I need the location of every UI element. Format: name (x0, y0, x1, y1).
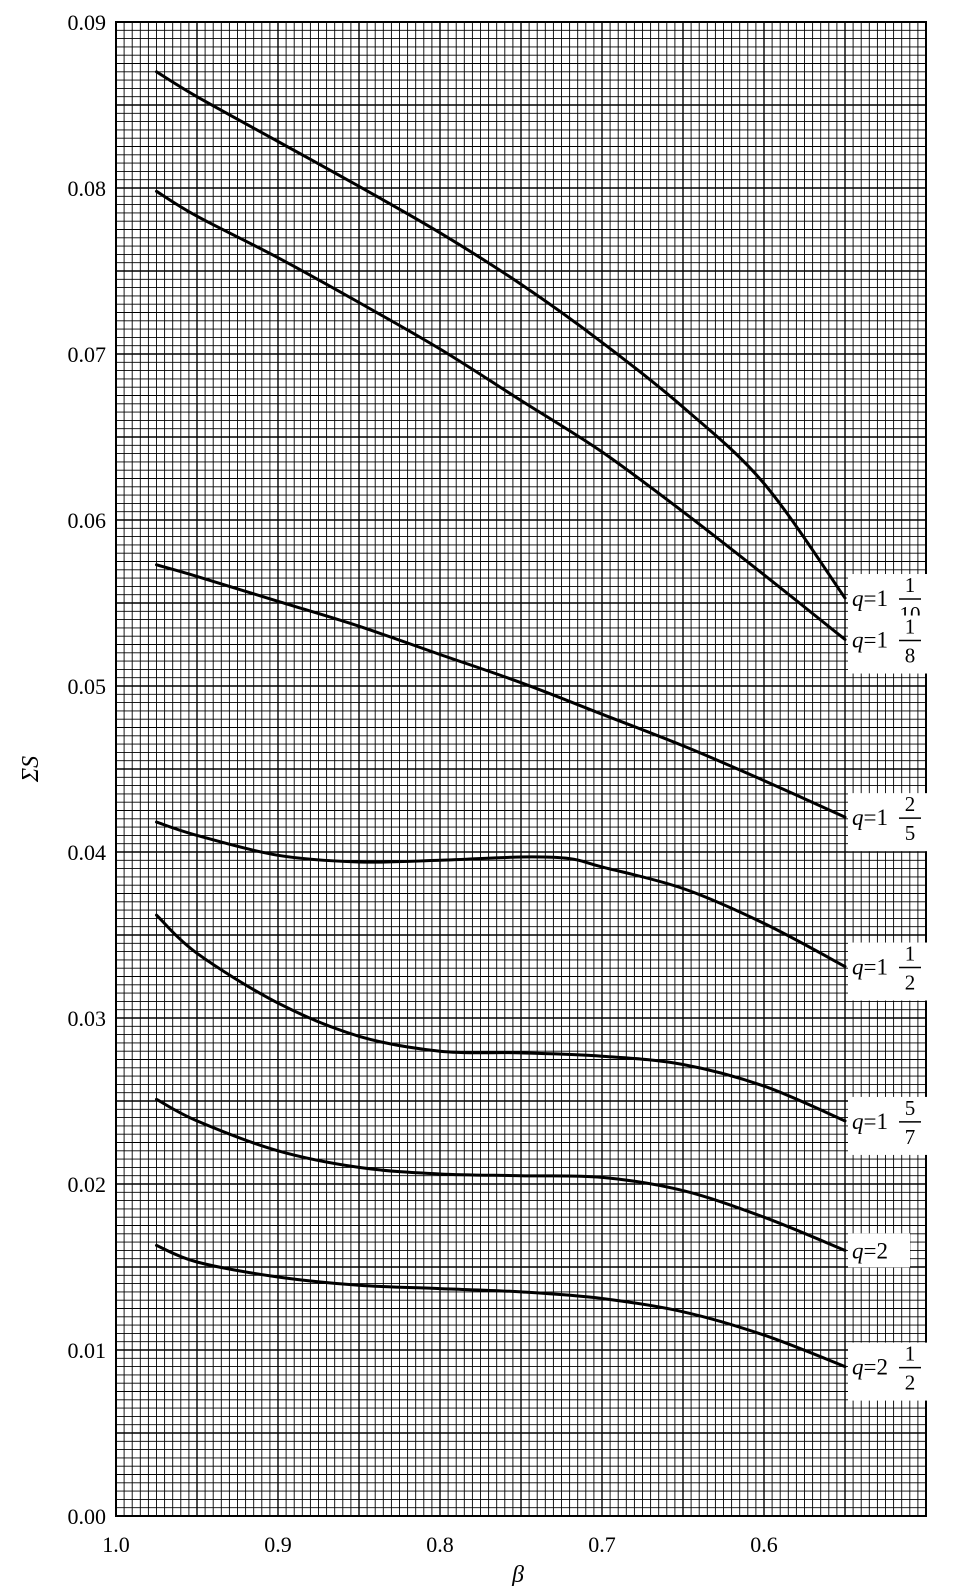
series-label-background (848, 1342, 930, 1401)
grid (116, 22, 926, 1516)
series-label-text: q=1 (852, 628, 888, 653)
y-tick-label: 0.07 (68, 342, 107, 367)
series-label: q=1 1 2 (848, 942, 930, 1001)
series-label-denominator: 8 (905, 644, 916, 668)
y-axis-title: ΣS (18, 756, 44, 783)
series-line (155, 189, 847, 641)
y-tick-label: 0.00 (68, 1504, 107, 1529)
series-label-background (848, 942, 930, 1001)
series-line (155, 913, 847, 1123)
series-label-variable: q (852, 1238, 864, 1263)
x-tick-label: 0.9 (264, 1532, 292, 1557)
series-label-background (848, 1233, 910, 1268)
x-tick-label: 0.6 (750, 1532, 778, 1557)
y-tick-label: 0.01 (68, 1338, 107, 1363)
series-label-denominator: 2 (905, 971, 916, 995)
series-label-text: q=1 (852, 955, 888, 980)
x-axis-title: β (511, 1562, 524, 1586)
series-label-text: q=1 (852, 805, 888, 830)
series-label: q=1 1 8 (848, 615, 930, 674)
series-label-whole: =2 (864, 1238, 888, 1263)
series-label-text: q=1 (852, 586, 888, 611)
series-line (155, 1243, 847, 1369)
y-tick-label: 0.06 (68, 508, 107, 533)
series-label-whole: =1 (864, 805, 888, 830)
series-label-variable: q (852, 586, 864, 611)
series-label-whole: =2 (864, 1355, 888, 1380)
series-label: q=2 1 2 (848, 1342, 930, 1401)
series-label: q=1 2 5 (848, 792, 930, 852)
series-label-text: q=2 (852, 1238, 888, 1263)
series-line (155, 563, 847, 819)
plot-frame (115, 21, 927, 1517)
series-label-text: q=1 (852, 1109, 888, 1134)
y-tick-labels: 0.00 0.01 0.02 0.03 0.04 0.05 0.06 0.07 0.08 0.09 (68, 10, 107, 1529)
series-label-whole: =1 (864, 955, 888, 980)
series-label-whole: =1 (864, 586, 888, 611)
series-label: q=1 5 7 (848, 1096, 930, 1155)
series-line (155, 70, 847, 600)
series-label-numerator: 1 (905, 615, 916, 639)
series-label-numerator: 1 (905, 573, 916, 597)
series-label-numerator: 2 (905, 792, 916, 816)
series-label-background (848, 615, 930, 674)
series-label-variable: q (852, 1109, 864, 1134)
series-line (155, 1097, 847, 1252)
y-tick-label: 0.08 (68, 176, 107, 201)
series-label-numerator: 1 (905, 942, 916, 966)
series-label-denominator: 2 (905, 1371, 916, 1395)
y-tick-label: 0.04 (68, 840, 107, 865)
series-label-text: q=2 (852, 1355, 888, 1380)
series-label-numerator: 5 (905, 1096, 916, 1120)
series-label-variable: q (852, 1355, 864, 1380)
series-label-background (848, 793, 930, 852)
y-tick-label: 0.02 (68, 1172, 107, 1197)
series-line (155, 820, 847, 968)
y-tick-label: 0.05 (68, 674, 107, 699)
series-label-variable: q (852, 805, 864, 830)
series-label-variable: q (852, 955, 864, 980)
series-label-variable: q (852, 628, 864, 653)
x-tick-labels: 1.0 0.9 0.8 0.7 0.6 (102, 1532, 778, 1557)
series-label-whole: =1 (864, 1109, 888, 1134)
x-tick-label: 0.7 (588, 1532, 616, 1557)
series-label-denominator: 5 (905, 821, 916, 845)
plot-border (115, 21, 927, 1517)
series-label: q=2 (848, 1233, 910, 1268)
series-lines (155, 70, 847, 1369)
y-tick-label: 0.09 (68, 10, 107, 35)
x-tick-label: 1.0 (102, 1532, 130, 1557)
series-label-background (848, 1096, 930, 1155)
x-tick-label: 0.8 (426, 1532, 454, 1557)
y-tick-label: 0.03 (68, 1006, 107, 1031)
series-label-whole: =1 (864, 628, 888, 653)
series-label-denominator: 7 (905, 1125, 916, 1149)
series-label-numerator: 1 (905, 1342, 916, 1366)
